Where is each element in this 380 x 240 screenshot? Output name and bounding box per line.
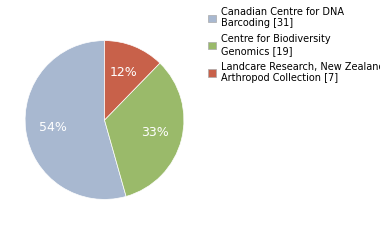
Wedge shape bbox=[105, 41, 160, 120]
Legend: Canadian Centre for DNA
Barcoding [31], Centre for Biodiversity
Genomics [19], L: Canadian Centre for DNA Barcoding [31], … bbox=[206, 5, 380, 85]
Text: 33%: 33% bbox=[141, 126, 168, 139]
Text: 12%: 12% bbox=[110, 66, 138, 79]
Wedge shape bbox=[25, 41, 126, 199]
Text: 54%: 54% bbox=[40, 120, 67, 134]
Wedge shape bbox=[105, 63, 184, 196]
